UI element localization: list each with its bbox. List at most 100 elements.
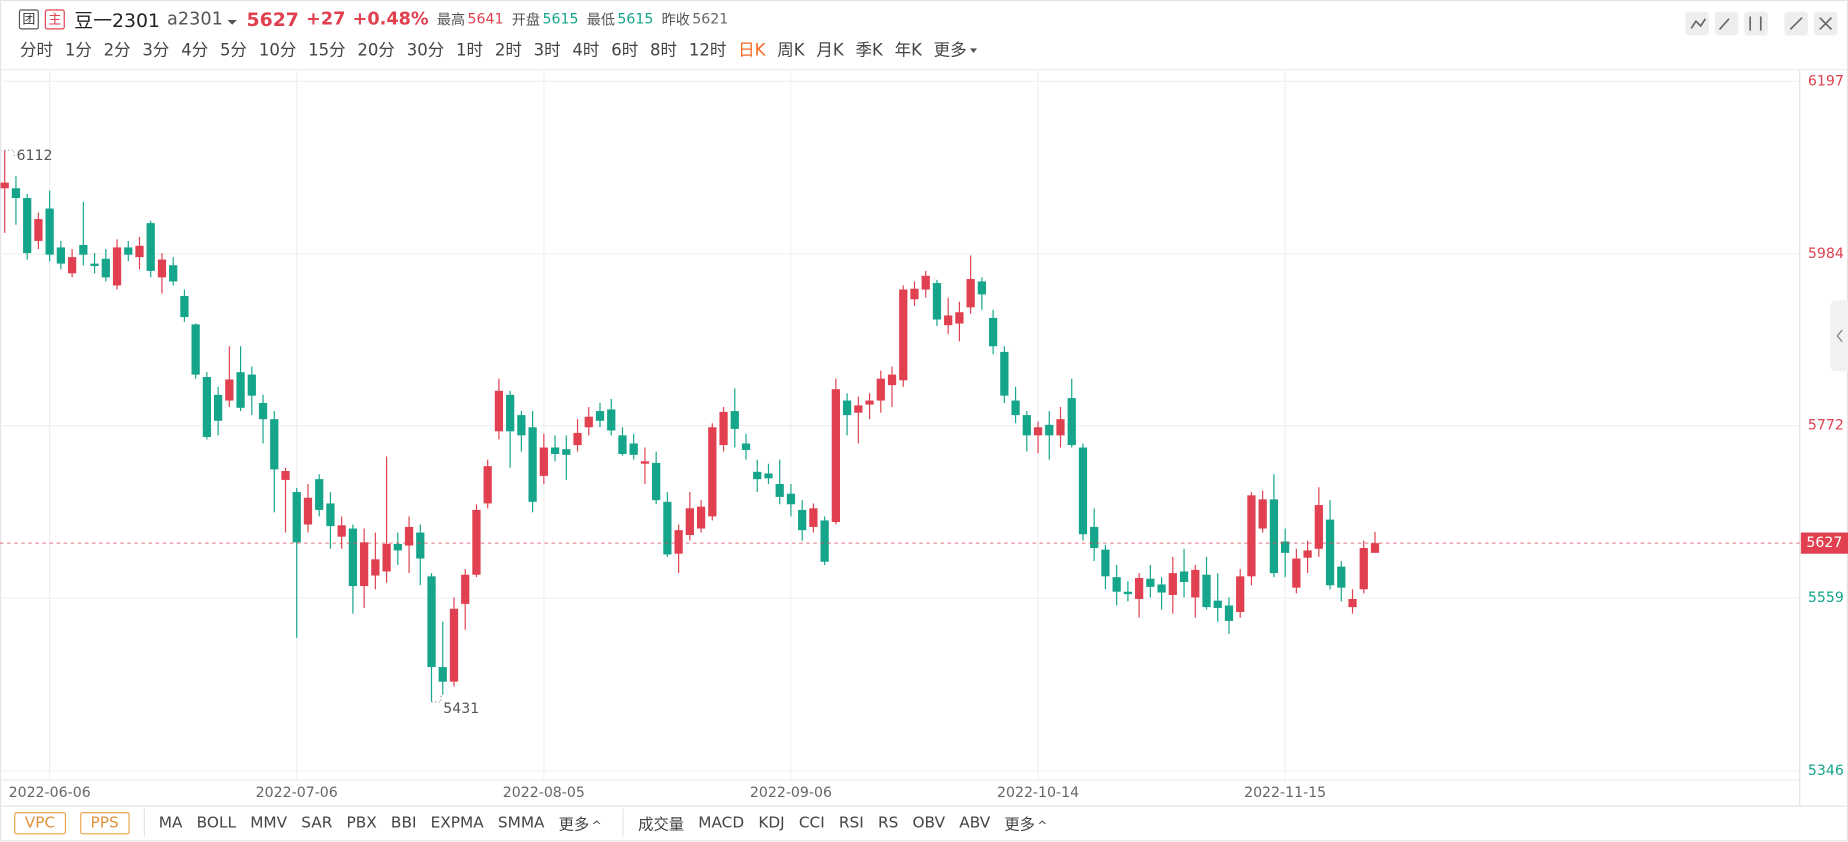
period-button[interactable]: 分时: [20, 41, 54, 61]
highlighted-indicator[interactable]: VPC: [14, 811, 66, 834]
main-indicator[interactable]: MMV: [250, 813, 288, 832]
main-indicator[interactable]: MA: [158, 813, 183, 832]
main-indicator[interactable]: PBX: [346, 813, 377, 832]
last-price-tag: [1800, 532, 1848, 554]
candle-body: [371, 559, 380, 576]
candle-body: [1067, 398, 1076, 446]
candle-body: [438, 667, 447, 682]
header-icon: 主: [44, 8, 65, 29]
period-button[interactable]: 2时: [494, 41, 522, 61]
sub-indicator[interactable]: 成交量: [638, 816, 685, 834]
period-button[interactable]: 更多: [934, 38, 978, 62]
main-indicator[interactable]: SAR: [301, 813, 333, 832]
candle-body: [607, 409, 616, 431]
period-button[interactable]: 6时: [611, 41, 639, 61]
candle-body: [348, 528, 358, 587]
main-indicator[interactable]: BBI: [390, 813, 417, 832]
candle-body: [1134, 577, 1144, 600]
candle-body: [169, 265, 178, 282]
candle-body: [696, 506, 706, 529]
candle-body: [236, 372, 245, 408]
period-button[interactable]: 1分: [64, 41, 92, 61]
period-button[interactable]: 周K: [777, 41, 805, 61]
contract-name: 豆一2301: [74, 9, 160, 32]
dropdown-caret: [970, 48, 978, 54]
candle-body: [23, 197, 32, 254]
x-tick-label: 2022-11-15: [1244, 785, 1326, 801]
candle-body: [270, 419, 279, 470]
highlighted-indicator[interactable]: PPS: [79, 811, 130, 834]
candle-body: [652, 462, 661, 501]
main-indicator[interactable]: EXPMA: [430, 813, 484, 832]
period-button[interactable]: 15分: [308, 41, 346, 61]
candle-body: [842, 400, 852, 416]
candle-body: [517, 415, 526, 436]
candle-body: [360, 542, 369, 587]
candle-body: [404, 526, 414, 546]
sub-indicator[interactable]: RSI: [838, 813, 864, 832]
period-button[interactable]: 年K: [894, 41, 922, 61]
side-tab[interactable]: [1830, 300, 1848, 372]
period-button[interactable]: 1时: [456, 41, 484, 61]
period-button[interactable]: 2分: [103, 41, 131, 61]
period-button[interactable]: 月K: [816, 41, 844, 61]
candle-body: [56, 247, 65, 264]
period-button[interactable]: 20分: [357, 41, 395, 61]
side-tab-bg[interactable]: [1830, 300, 1848, 372]
candle-body: [798, 509, 807, 531]
price-change-pct: +0.48%: [352, 8, 429, 30]
sub-indicator[interactable]: CCI: [798, 813, 825, 832]
sub-indicator[interactable]: ABV: [959, 813, 991, 832]
candle-body: [326, 503, 335, 527]
draw-tool[interactable]: [1714, 11, 1739, 36]
candle-body: [1179, 571, 1189, 583]
candle-body: [741, 443, 751, 450]
sub-indicator[interactable]: MACD: [698, 813, 745, 832]
main-indicator[interactable]: BOLL: [196, 813, 237, 832]
period-button[interactable]: 5分: [220, 41, 248, 61]
candle-body: [876, 378, 885, 401]
candle-body: [887, 374, 897, 386]
period-button[interactable]: 8时: [650, 41, 678, 61]
y-tick-label: 5984: [1808, 246, 1844, 262]
candle-body: [629, 443, 638, 455]
sub-indicator[interactable]: RS: [877, 813, 899, 832]
x-tick-label: 2022-08-05: [503, 785, 585, 801]
period-button[interactable]: 30分: [406, 41, 445, 61]
candle-body: [921, 275, 930, 290]
candle-tool[interactable]: [1744, 11, 1768, 36]
stat-value: 5621: [692, 10, 729, 28]
candle-body: [416, 532, 425, 559]
sub-indicator[interactable]: KDJ: [758, 813, 785, 832]
candle-body: [247, 374, 256, 396]
sub-more[interactable]: 更多 ^: [1004, 816, 1048, 834]
period-button[interactable]: 3分: [142, 41, 170, 61]
main-more[interactable]: 更多 ^: [558, 816, 602, 834]
period-button[interactable]: 4时: [572, 41, 600, 61]
line-tool[interactable]: [1685, 11, 1709, 36]
candle-body: [988, 317, 998, 347]
candle-body: [1325, 519, 1335, 586]
period-button[interactable]: 10分: [258, 41, 297, 61]
candle-body: [966, 279, 975, 308]
window-buttons[interactable]: [1685, 11, 1838, 36]
code-dropdown[interactable]: [227, 19, 238, 25]
y-tick-label: 6197: [1808, 73, 1844, 89]
sub-indicator[interactable]: OBV: [912, 813, 946, 832]
candle-body: [180, 296, 189, 318]
candle-body: [146, 223, 155, 271]
candle-body: [124, 247, 133, 255]
period-button[interactable]: 12时: [688, 41, 727, 61]
period-button[interactable]: 4分: [181, 41, 209, 61]
period-button[interactable]: 季K: [855, 41, 883, 61]
period-button[interactable]: 3时: [533, 41, 561, 61]
candle-body: [685, 508, 694, 536]
candle-body: [1292, 558, 1301, 588]
period-button[interactable]: 日K: [738, 41, 766, 61]
candle-body: [708, 427, 717, 517]
main-indicator[interactable]: SMMA: [497, 813, 545, 832]
